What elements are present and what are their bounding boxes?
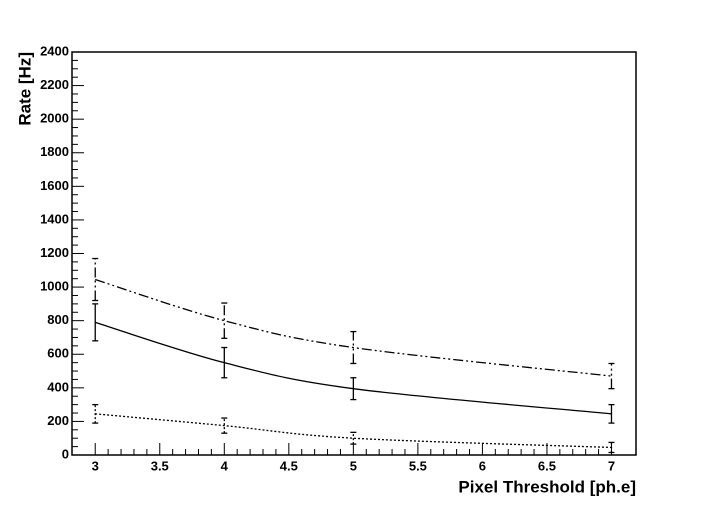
y-tick-label: 400	[47, 379, 69, 394]
x-tick-label: 5.5	[409, 458, 427, 473]
y-tick-label: 800	[47, 312, 69, 327]
x-tick-label: 6	[479, 458, 486, 473]
y-tick-label: 1200	[40, 245, 69, 260]
y-axis-label: Rate [Hz]	[15, 52, 34, 126]
y-tick-label: 2400	[40, 43, 69, 58]
y-tick-label: 1800	[40, 144, 69, 159]
y-tick-label: 1000	[40, 279, 69, 294]
series-line	[95, 278, 612, 377]
x-tick-label: 4	[221, 458, 229, 473]
y-tick-label: 200	[47, 413, 69, 428]
y-tick-label: 600	[47, 346, 69, 361]
y-tick-label: 1600	[40, 178, 69, 193]
x-tick-label: 3.5	[151, 458, 169, 473]
x-axis-label: Pixel Threshold [ph.e]	[458, 477, 636, 496]
x-tick-label: 5	[350, 458, 357, 473]
y-tick-label: 2200	[40, 77, 69, 92]
x-tick-label: 3	[92, 458, 99, 473]
x-tick-label: 4.5	[280, 458, 298, 473]
y-tick-label: 2000	[40, 111, 69, 126]
x-tick-label: 6.5	[538, 458, 556, 473]
y-tick-label: 0	[62, 446, 69, 461]
x-tick-label: 7	[608, 458, 615, 473]
series-line	[95, 321, 612, 415]
series-line	[95, 413, 612, 449]
y-tick-label: 1400	[40, 211, 69, 226]
